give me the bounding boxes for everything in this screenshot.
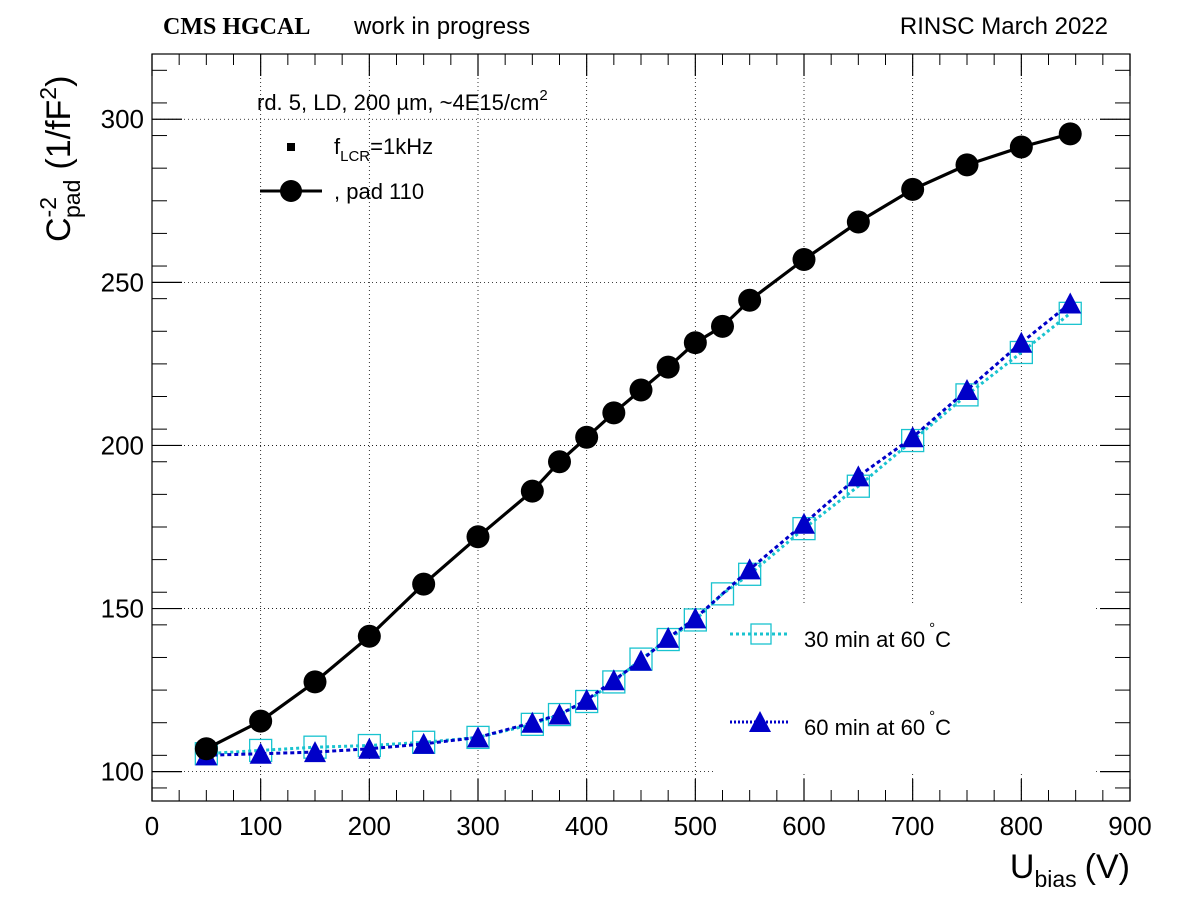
x-tick-label: 400 <box>565 811 608 841</box>
legend-30min-label: 30 min at 60 °C <box>804 620 951 652</box>
data-point <box>684 607 707 629</box>
legend-pad-label: , pad 110 <box>334 179 424 204</box>
y-tick-label: 100 <box>101 757 144 787</box>
x-tick-label: 500 <box>674 811 717 841</box>
legend-30min-marker <box>750 623 772 645</box>
data-point <box>792 248 816 272</box>
legend-top: rd. 5, LD, 200 µm, ~4E15/cm2 fLCR=1kHz ,… <box>257 87 548 204</box>
data-point <box>656 355 680 379</box>
x-axis-title: Ubias (V) <box>1010 848 1130 892</box>
data-point <box>793 512 815 534</box>
data-point <box>738 288 762 312</box>
x-tick-label: 700 <box>891 811 934 841</box>
data-point <box>1009 135 1033 159</box>
x-tick-label: 100 <box>239 811 282 841</box>
legend-60min-label: 60 min at 60 °C <box>804 708 951 740</box>
series-circle <box>194 122 1082 761</box>
x-tick-label: 0 <box>145 811 159 841</box>
data-point <box>521 711 544 733</box>
data-point <box>602 669 625 691</box>
legend-title: rd. 5, LD, 200 µm, ~4E15/cm2 <box>257 87 548 115</box>
x-tick-label: 200 <box>348 811 391 841</box>
data-point <box>1010 331 1033 353</box>
experiment-label: CMS HGCAL <box>163 14 310 40</box>
legend-frequency: fLCR=1kHz <box>334 134 433 165</box>
data-point <box>630 649 652 671</box>
data-point <box>847 465 870 487</box>
data-point <box>249 742 272 764</box>
data-point <box>412 732 435 754</box>
data-point <box>711 314 734 338</box>
data-point <box>575 425 599 449</box>
series-layer <box>194 122 1082 766</box>
y-tick-label: 200 <box>101 430 144 460</box>
data-point <box>466 525 490 549</box>
data-point <box>901 426 924 448</box>
y-tick-label: 150 <box>101 594 144 624</box>
y-axis-title: C-2pad(1/fF2) <box>35 76 85 242</box>
data-point <box>520 479 544 503</box>
data-point <box>575 688 598 710</box>
data-point <box>467 726 489 748</box>
data-point <box>548 450 571 474</box>
data-point <box>629 378 653 402</box>
data-point <box>738 558 761 580</box>
x-tick-label: 900 <box>1108 811 1151 841</box>
legend-bottom: 30 min at 60 °C 60 min at 60 °C <box>716 606 1096 774</box>
data-point <box>602 401 626 425</box>
data-point <box>412 572 436 596</box>
x-tick-label: 600 <box>782 811 825 841</box>
legend-pad-marker <box>280 180 302 202</box>
data-point <box>357 624 381 648</box>
data-point <box>683 331 707 355</box>
data-point <box>1059 292 1082 314</box>
data-point <box>194 737 218 761</box>
data-point <box>304 741 326 763</box>
y-tick-label: 250 <box>101 267 144 297</box>
axes: 0 100 200 300 400 500 600 700 800 900100150200250… <box>101 54 1152 841</box>
data-point <box>1058 122 1082 146</box>
x-tick-label: 800 <box>1000 811 1043 841</box>
source-label: RINSC March 2022 <box>900 13 1108 40</box>
data-point <box>548 703 571 725</box>
data-point <box>303 670 327 694</box>
data-point <box>358 737 381 759</box>
legend-square-marker <box>287 143 295 151</box>
y-tick-label: 300 <box>101 104 144 134</box>
data-point <box>710 582 735 606</box>
x-tick-label: 300 <box>456 811 499 841</box>
data-point <box>901 177 925 201</box>
data-point <box>846 210 870 234</box>
data-point <box>249 709 273 733</box>
status-label: work in progress <box>353 13 530 40</box>
legend-60min-marker <box>749 711 771 732</box>
data-point <box>955 153 979 177</box>
data-point <box>956 378 978 400</box>
data-point <box>657 626 680 648</box>
